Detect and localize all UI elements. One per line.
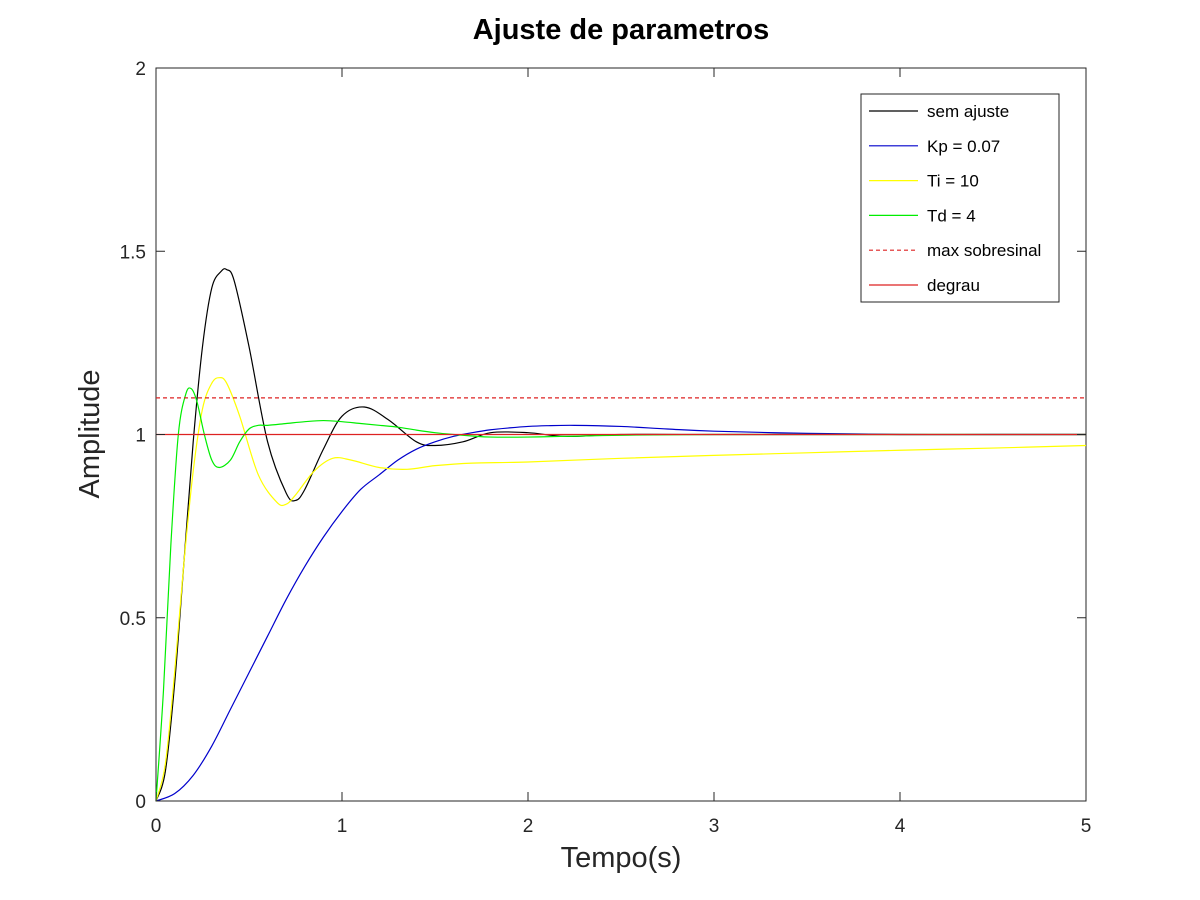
x-tick-label: 2 xyxy=(523,816,534,837)
series-line-ti-10 xyxy=(155,377,1087,802)
x-tick-label: 1 xyxy=(337,816,348,837)
legend-label-td-4: Td = 4 xyxy=(927,206,976,225)
y-axis-label: Amplitude xyxy=(74,370,106,499)
legend-items: sem ajuste Kp = 0.07 Ti = 10 Td = 4 max sobr… xyxy=(869,102,1041,295)
y-tick-label: 0 xyxy=(135,792,146,813)
x-axis-label: Tempo(s) xyxy=(561,842,682,874)
x-tick-label: 3 xyxy=(709,816,720,837)
y-tick-label: 2 xyxy=(135,59,146,80)
y-tick-label: 1.5 xyxy=(120,242,146,263)
legend: sem ajuste Kp = 0.07 Ti = 10 Td = 4 max sobr… xyxy=(860,93,1060,303)
chart-title: Ajuste de parametros xyxy=(473,14,770,46)
legend-label-sem-ajuste: sem ajuste xyxy=(927,102,1009,121)
tick-layer: 0 1 2 3 4 5 0 0.5 1 1.5 2 xyxy=(120,59,1092,837)
x-tick-label: 4 xyxy=(895,816,906,837)
legend-label-ti-10: Ti = 10 xyxy=(927,172,979,191)
series-layer xyxy=(155,268,1087,802)
x-tick-label: 5 xyxy=(1081,816,1092,837)
legend-label-max-sobresinal: max sobresinal xyxy=(927,241,1041,260)
legend-label-kp-0-07: Kp = 0.07 xyxy=(927,137,1000,156)
y-tick-label: 1 xyxy=(135,426,146,447)
legend-box xyxy=(860,93,1060,303)
x-tick-label: 0 xyxy=(151,816,162,837)
legend-label-degrau: degrau xyxy=(927,276,980,295)
y-tick-label: 0.5 xyxy=(120,609,146,630)
series-line-td-4 xyxy=(155,387,1086,802)
series-line-kp-0-07 xyxy=(155,424,1086,802)
